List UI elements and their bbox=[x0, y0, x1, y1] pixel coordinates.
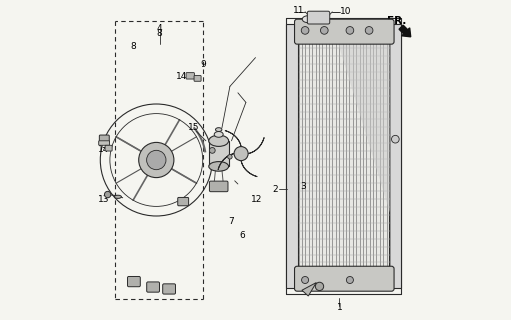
Circle shape bbox=[391, 135, 399, 143]
Text: 1: 1 bbox=[336, 303, 342, 312]
Ellipse shape bbox=[302, 16, 314, 23]
FancyBboxPatch shape bbox=[210, 181, 228, 192]
Polygon shape bbox=[241, 161, 257, 177]
FancyArrow shape bbox=[399, 25, 411, 37]
Ellipse shape bbox=[209, 135, 228, 147]
FancyBboxPatch shape bbox=[105, 145, 112, 151]
Text: 6: 6 bbox=[240, 231, 246, 240]
Bar bbox=[286, 24, 298, 288]
Polygon shape bbox=[225, 131, 241, 147]
Polygon shape bbox=[218, 154, 234, 170]
Circle shape bbox=[365, 27, 373, 34]
Polygon shape bbox=[248, 138, 264, 154]
Polygon shape bbox=[302, 283, 316, 296]
Text: 4: 4 bbox=[157, 24, 162, 33]
FancyBboxPatch shape bbox=[147, 282, 159, 292]
Text: 5: 5 bbox=[102, 141, 107, 150]
Circle shape bbox=[315, 282, 323, 291]
Circle shape bbox=[234, 147, 248, 161]
Text: 8: 8 bbox=[130, 42, 136, 51]
Bar bbox=[299, 40, 390, 270]
Ellipse shape bbox=[209, 162, 228, 171]
FancyBboxPatch shape bbox=[194, 76, 201, 81]
Text: 9: 9 bbox=[200, 60, 206, 69]
FancyBboxPatch shape bbox=[178, 197, 189, 206]
Circle shape bbox=[346, 276, 354, 284]
Circle shape bbox=[228, 155, 232, 159]
Text: 14: 14 bbox=[176, 72, 187, 81]
Text: 2: 2 bbox=[272, 185, 277, 194]
Circle shape bbox=[346, 27, 354, 34]
Circle shape bbox=[104, 191, 111, 198]
Text: 11: 11 bbox=[293, 6, 305, 15]
Circle shape bbox=[301, 276, 309, 284]
Text: 7: 7 bbox=[228, 217, 234, 226]
FancyBboxPatch shape bbox=[162, 284, 175, 294]
Ellipse shape bbox=[114, 195, 122, 198]
Ellipse shape bbox=[216, 128, 222, 132]
Text: FR.: FR. bbox=[387, 16, 406, 26]
Text: 12: 12 bbox=[251, 195, 263, 204]
Ellipse shape bbox=[214, 132, 223, 137]
FancyBboxPatch shape bbox=[186, 73, 194, 79]
Text: 15: 15 bbox=[188, 123, 199, 132]
Text: 8: 8 bbox=[157, 29, 162, 38]
Circle shape bbox=[320, 27, 328, 34]
FancyBboxPatch shape bbox=[294, 19, 394, 44]
FancyBboxPatch shape bbox=[307, 11, 330, 24]
Circle shape bbox=[301, 27, 309, 34]
Text: 3: 3 bbox=[300, 182, 306, 191]
Polygon shape bbox=[337, 40, 390, 213]
Circle shape bbox=[138, 142, 174, 178]
FancyBboxPatch shape bbox=[128, 276, 141, 287]
FancyBboxPatch shape bbox=[99, 135, 109, 143]
Bar bbox=[209, 141, 228, 166]
Bar bbox=[389, 24, 401, 288]
Text: 14: 14 bbox=[98, 145, 109, 154]
Text: 10: 10 bbox=[340, 7, 352, 16]
FancyBboxPatch shape bbox=[294, 266, 394, 291]
Circle shape bbox=[210, 148, 215, 153]
Text: 13: 13 bbox=[98, 195, 109, 204]
Circle shape bbox=[147, 150, 166, 170]
FancyBboxPatch shape bbox=[99, 141, 109, 145]
